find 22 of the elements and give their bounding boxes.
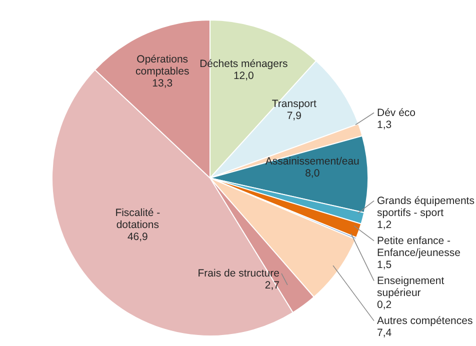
data-label: 1,2 bbox=[377, 218, 392, 231]
slice-label: Enseignement supérieur bbox=[377, 274, 444, 299]
data-label: 8,0 bbox=[305, 167, 320, 180]
data-label: 7,4 bbox=[377, 326, 392, 339]
slice-label: Grands équipements sportifs - sport bbox=[377, 194, 474, 219]
slice-label: Frais de structure bbox=[198, 267, 280, 280]
data-label: 7,9 bbox=[286, 110, 302, 122]
slice-label: Opérations comptables bbox=[136, 53, 190, 78]
data-label: 0,2 bbox=[377, 298, 392, 311]
data-label: 1,5 bbox=[377, 258, 392, 271]
slice-label: Fiscalité - dotations bbox=[115, 206, 161, 231]
data-label: 2,7 bbox=[264, 279, 280, 292]
slice-label: Assainissement/eau bbox=[265, 155, 360, 168]
data-label: 12,0 bbox=[233, 70, 254, 82]
slice-label: Transport bbox=[272, 98, 316, 110]
data-label: 13,3 bbox=[152, 77, 173, 90]
slice-label: Dév éco bbox=[377, 106, 416, 119]
slice-label: Autres compétences bbox=[377, 314, 473, 327]
slice-label: Petite enfance - Enfance/jeunesse bbox=[377, 234, 461, 259]
data-label: 46,9 bbox=[127, 230, 148, 243]
slice-label: Déchets ménagers bbox=[200, 58, 288, 70]
data-label: 1,3 bbox=[377, 118, 392, 131]
